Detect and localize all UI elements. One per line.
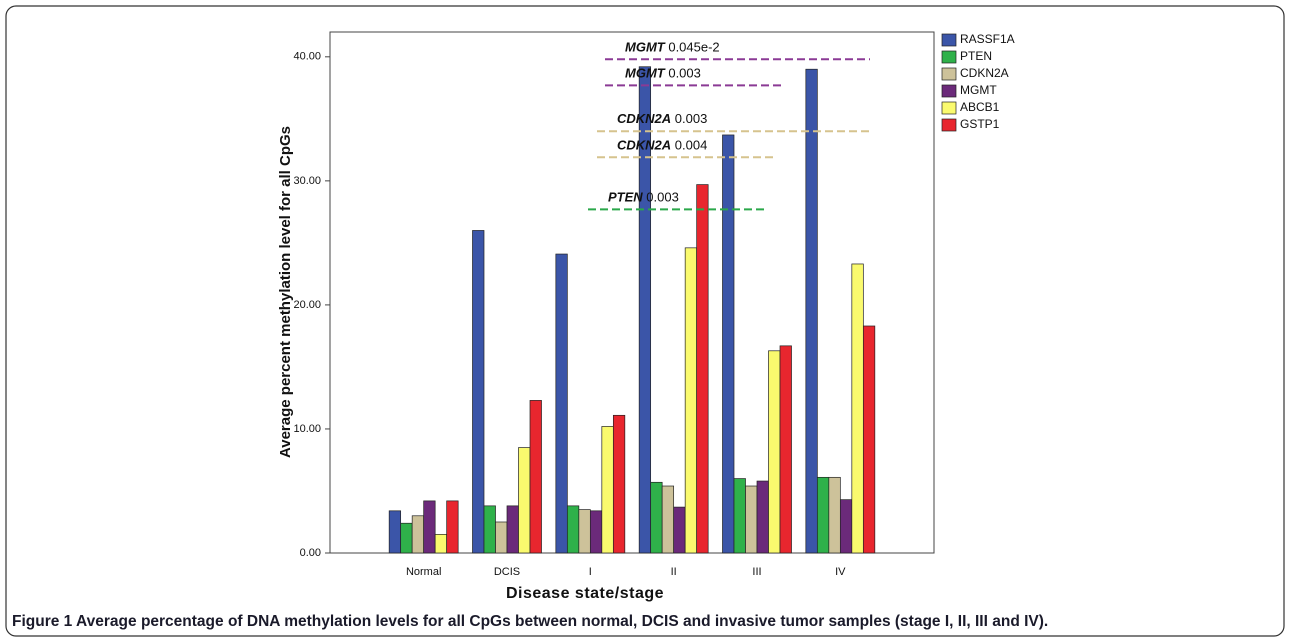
bar xyxy=(423,500,436,554)
bar xyxy=(862,325,876,554)
legend-label: CDKN2A xyxy=(960,66,1009,80)
plot-frame xyxy=(329,31,935,554)
bar xyxy=(589,510,603,554)
caption-label: Figure 1 xyxy=(12,613,73,630)
legend-label: RASSF1A xyxy=(960,32,1015,46)
legend-label: ABCB1 xyxy=(960,100,1000,114)
x-tick-label: I xyxy=(589,566,592,578)
bar xyxy=(779,345,792,554)
y-tick-label: 30.00 xyxy=(293,175,321,187)
bar xyxy=(745,485,758,554)
x-axis-label: Disease state/stage xyxy=(506,585,664,602)
bar xyxy=(673,506,686,554)
y-tick-label: 20.00 xyxy=(293,299,321,311)
bar xyxy=(566,505,580,554)
bar xyxy=(434,534,448,554)
legend-label: MGMT xyxy=(960,83,997,97)
bar xyxy=(650,481,663,554)
annotation: MGMT 0.045e-2 xyxy=(625,40,720,55)
annotation-p: 0.003 xyxy=(646,190,679,205)
bar xyxy=(839,499,853,554)
y-tick-label: 40.00 xyxy=(293,51,321,63)
bar xyxy=(388,510,402,554)
x-tick-label: IV xyxy=(835,566,846,578)
x-tick-label: Normal xyxy=(406,566,441,578)
y-axis-label: Average percent methylation level for al… xyxy=(277,126,294,458)
bar xyxy=(601,426,614,554)
legend-swatch xyxy=(941,67,957,81)
bar xyxy=(612,414,626,554)
bar xyxy=(768,350,781,554)
bar xyxy=(828,476,841,554)
bar xyxy=(722,134,735,554)
bar xyxy=(851,263,864,554)
x-tick-label: III xyxy=(752,566,761,578)
annotation: MGMT 0.003 xyxy=(625,66,701,81)
bar xyxy=(518,447,531,554)
bar xyxy=(578,509,591,554)
annotation-gene: MGMT xyxy=(625,40,666,55)
bar xyxy=(400,522,413,554)
annotation-gene: CDKN2A xyxy=(617,138,671,153)
bar xyxy=(805,68,818,554)
annotation: PTEN 0.003 xyxy=(608,190,679,205)
bar xyxy=(555,253,568,554)
bar xyxy=(756,480,769,554)
legend-swatch xyxy=(941,101,957,115)
bar xyxy=(411,515,425,554)
bar xyxy=(696,184,709,554)
y-tick-label: 10.00 xyxy=(293,423,321,435)
bar xyxy=(638,66,652,554)
legend-swatch xyxy=(941,50,957,64)
x-tick-label: DCIS xyxy=(494,566,520,578)
annotation-gene: MGMT xyxy=(625,66,666,81)
legend-label: PTEN xyxy=(960,49,992,63)
y-tick-label: 0.00 xyxy=(300,547,321,559)
bar xyxy=(816,476,830,554)
annotation-p: 0.045e-2 xyxy=(668,40,719,55)
bar xyxy=(483,505,496,554)
annotation-gene: PTEN xyxy=(608,190,643,205)
bar xyxy=(661,485,675,554)
legend-swatch xyxy=(941,33,957,47)
legend-label: GSTP1 xyxy=(960,117,1000,131)
annotation: CDKN2A 0.004 xyxy=(617,138,707,153)
bar xyxy=(733,478,746,554)
annotation-p: 0.003 xyxy=(668,66,701,81)
annotation-gene: CDKN2A xyxy=(617,112,671,127)
legend-swatch xyxy=(941,118,957,132)
annotation-p: 0.003 xyxy=(675,112,708,127)
annotation: CDKN2A 0.003 xyxy=(617,112,707,127)
figure-border xyxy=(5,5,1285,637)
bar xyxy=(506,505,519,554)
bar xyxy=(472,230,485,554)
bar xyxy=(446,500,459,554)
legend-swatch xyxy=(941,84,957,98)
x-tick-label: II xyxy=(671,566,677,578)
caption: Figure 1 Average percentage of DNA methy… xyxy=(12,613,1048,630)
bar xyxy=(684,247,698,554)
bar xyxy=(529,400,542,554)
caption-text: Average percentage of DNA methylation le… xyxy=(76,613,1048,630)
bar xyxy=(495,521,508,554)
annotation-p: 0.004 xyxy=(675,138,708,153)
